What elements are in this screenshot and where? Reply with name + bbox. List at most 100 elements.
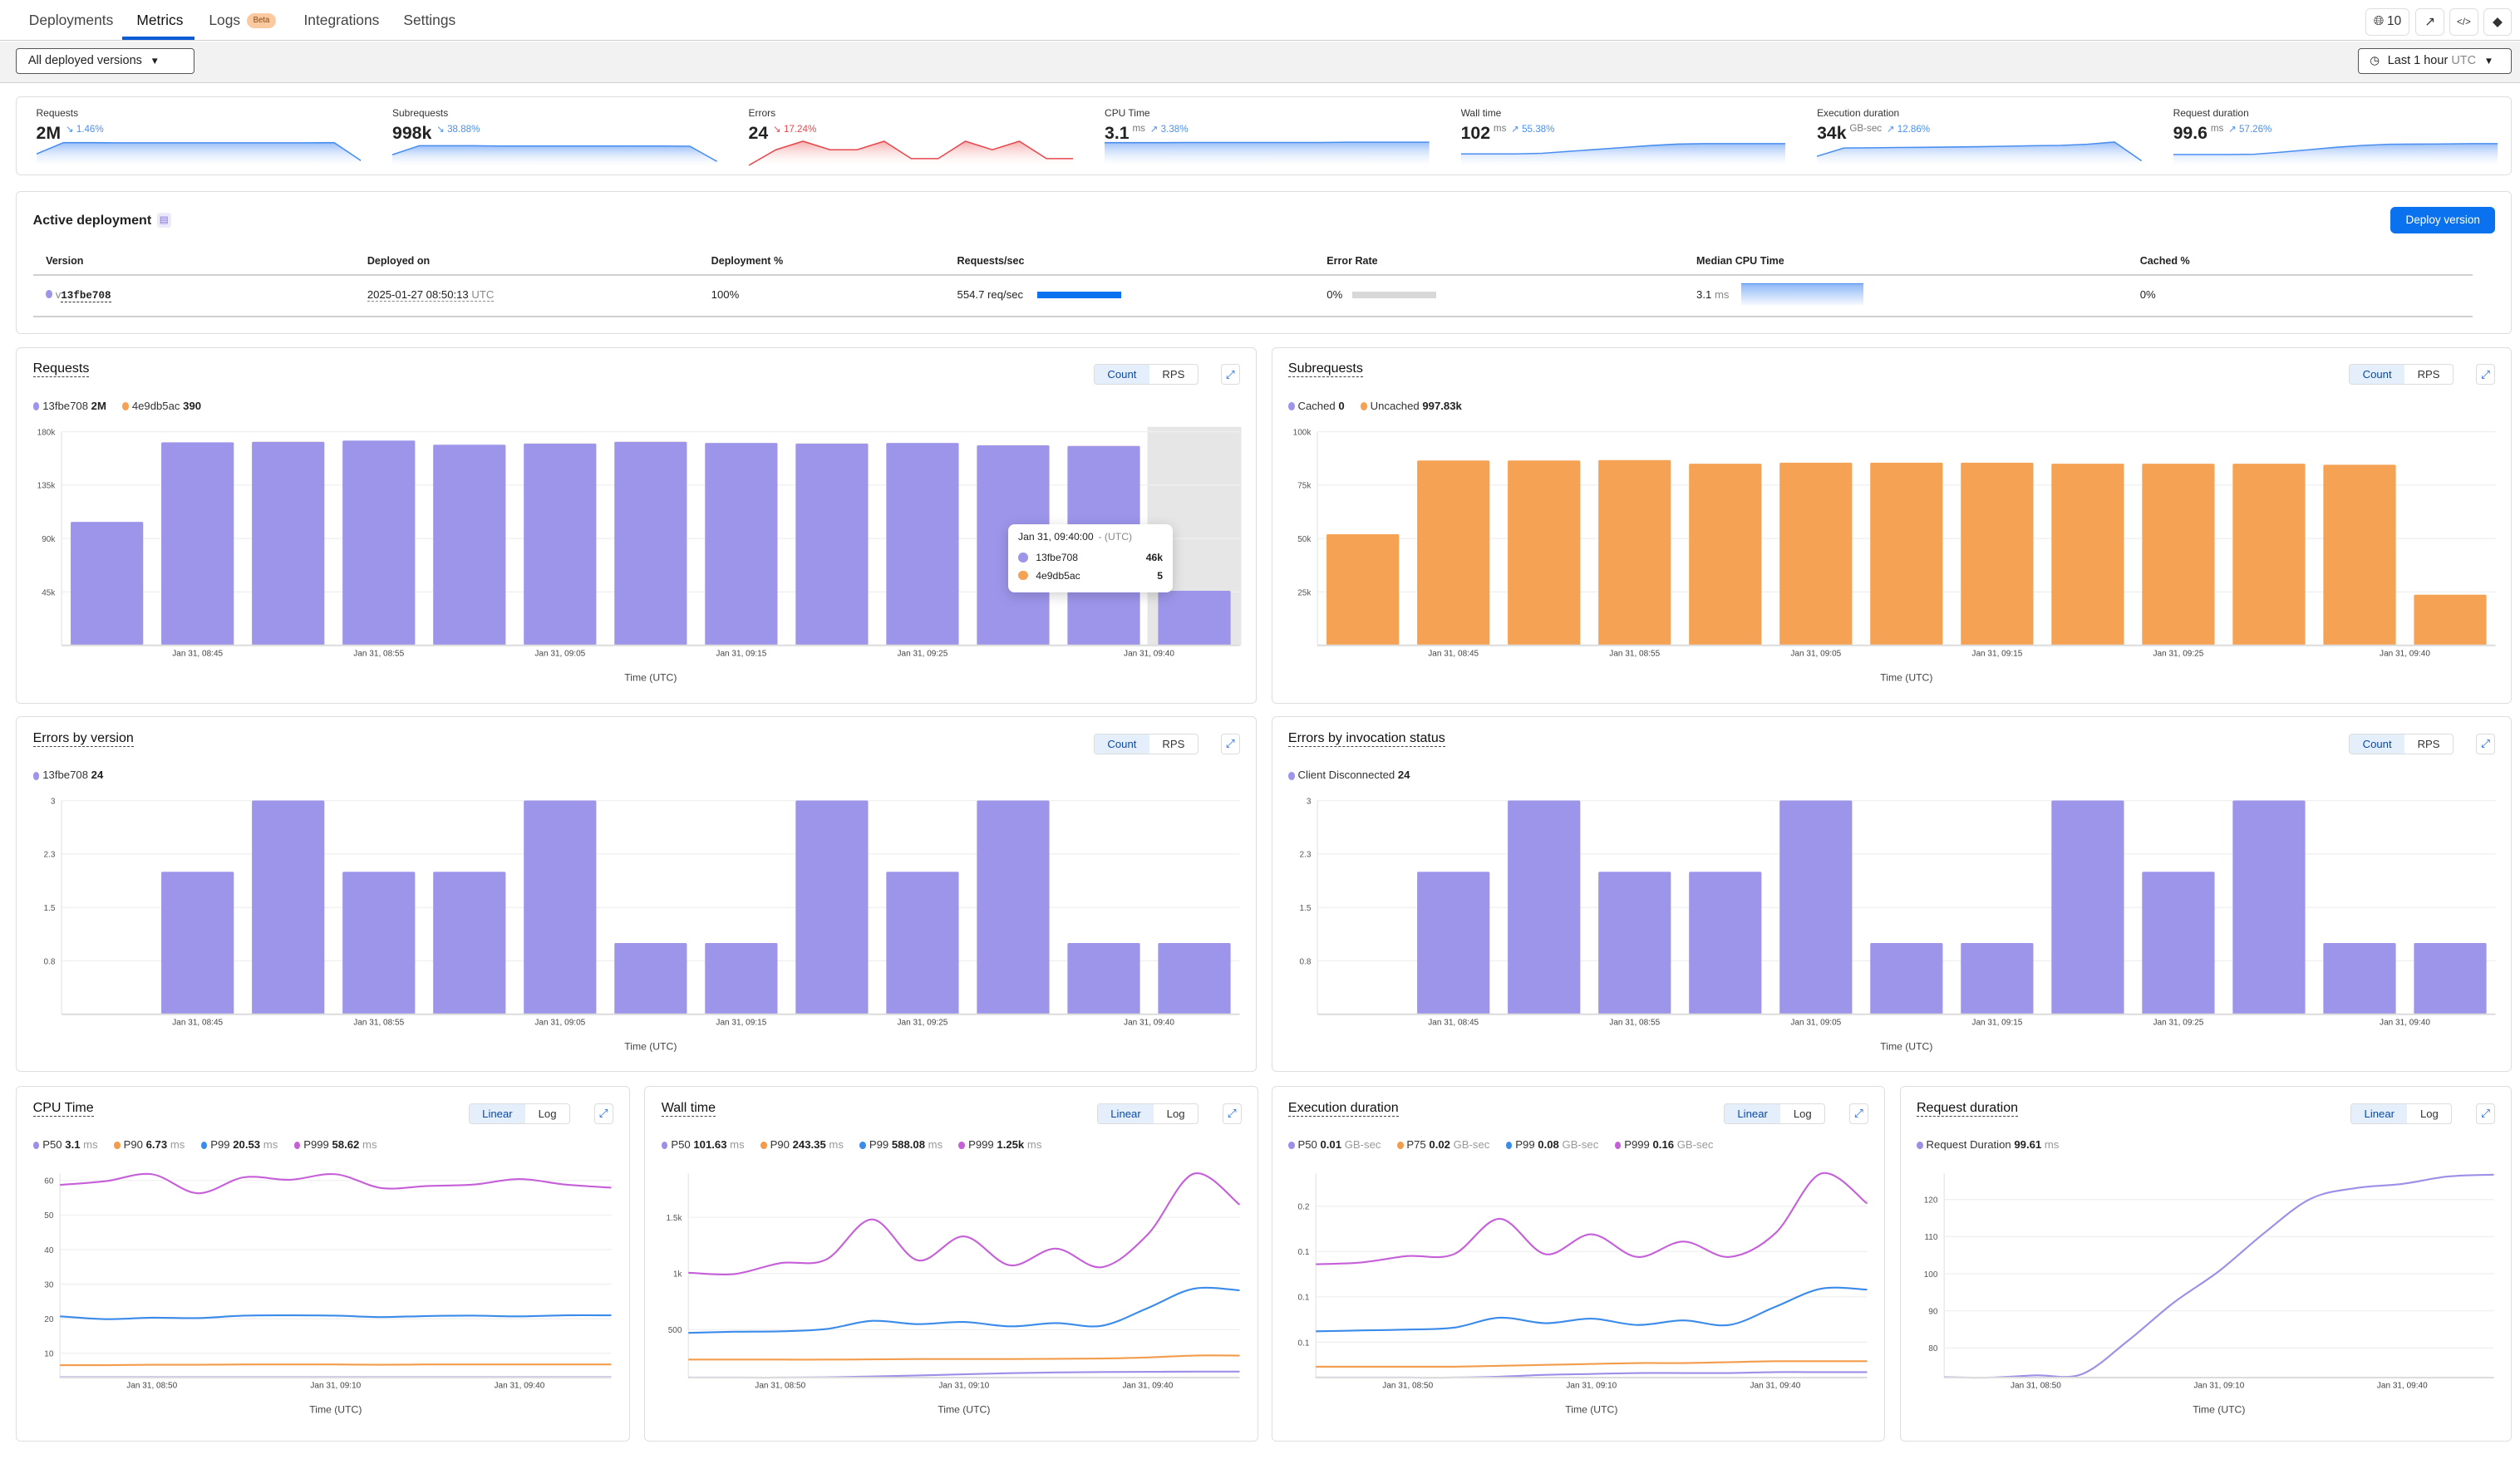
bar-uncached[interactable] bbox=[2322, 464, 2396, 646]
bar-client-disconnected[interactable] bbox=[1597, 872, 1671, 1015]
toggle-count[interactable]: Count bbox=[2350, 365, 2405, 385]
git-button[interactable]: ◆ bbox=[2483, 7, 2513, 36]
bar-13fbe708[interactable] bbox=[795, 800, 869, 1015]
bar-uncached[interactable] bbox=[1326, 533, 1399, 646]
legend-item[interactable]: P90 243.35 ms bbox=[760, 1138, 844, 1151]
bar-client-disconnected[interactable] bbox=[1779, 800, 1852, 1015]
legend-item[interactable]: Client Disconnected 24 bbox=[1287, 769, 1410, 781]
bar-uncached[interactable] bbox=[1416, 459, 1489, 646]
summary-subrequests[interactable]: Subrequests 998k ↘ 38.88% bbox=[373, 97, 728, 174]
summary-wall-time[interactable]: Wall time 102 ms ↗ 55.38% bbox=[1441, 97, 1796, 174]
toggle-log[interactable]: Log bbox=[538, 1107, 557, 1120]
chart-title[interactable]: Execution duration bbox=[1287, 1099, 1399, 1117]
expand-chart-button[interactable]: ⤢ bbox=[1220, 364, 1240, 386]
toggle-count[interactable]: Count bbox=[1094, 365, 1149, 385]
bar-13fbe708[interactable] bbox=[614, 441, 687, 646]
bar-uncached[interactable] bbox=[1779, 462, 1852, 646]
expand-chart-button[interactable]: ⤢ bbox=[1220, 733, 1240, 754]
tab-metrics[interactable]: Metrics bbox=[136, 11, 184, 28]
bar-uncached[interactable] bbox=[2232, 463, 2306, 646]
version-filter-dropdown[interactable]: All deployed versions ▼ bbox=[16, 48, 194, 74]
bar-uncached[interactable] bbox=[2413, 594, 2487, 646]
legend-item[interactable]: Request Duration 99.61 ms bbox=[1916, 1138, 2059, 1151]
legend-item[interactable]: P50 3.1 ms bbox=[32, 1138, 98, 1151]
chart-title[interactable]: Wall time bbox=[661, 1099, 716, 1117]
expand-chart-button[interactable]: ⤢ bbox=[593, 1103, 613, 1124]
toggle-count[interactable]: Count bbox=[1094, 734, 1149, 754]
bar-uncached[interactable] bbox=[1597, 459, 1671, 646]
tab-integrations[interactable]: Integrations bbox=[303, 11, 380, 28]
bar-13fbe708[interactable] bbox=[795, 443, 869, 646]
expand-chart-button[interactable]: ⤢ bbox=[2475, 364, 2496, 386]
legend-item[interactable]: 13fbe708 2M bbox=[32, 400, 106, 412]
bar-13fbe708[interactable] bbox=[705, 442, 778, 646]
bar-13fbe708[interactable] bbox=[252, 441, 325, 646]
bar-13fbe708[interactable] bbox=[1158, 590, 1231, 646]
bar-uncached[interactable] bbox=[2141, 463, 2215, 646]
legend-item[interactable]: 4e9db5ac 390 bbox=[122, 400, 201, 412]
summary-errors[interactable]: Errors 24 ↘ 17.24% bbox=[729, 97, 1084, 174]
legend-item[interactable]: Cached 0 bbox=[1287, 400, 1345, 412]
bar-13fbe708[interactable] bbox=[161, 872, 234, 1015]
bar-13fbe708[interactable] bbox=[524, 443, 597, 646]
chart-title[interactable]: Errors by invocation status bbox=[1287, 730, 1445, 747]
bar-13fbe708[interactable] bbox=[1067, 943, 1140, 1015]
toggle-log[interactable]: Log bbox=[1793, 1107, 1812, 1120]
legend-item[interactable]: P99 588.08 ms bbox=[859, 1138, 943, 1151]
versions-icon[interactable]: ▤ bbox=[156, 213, 171, 228]
summary-execution-duration[interactable]: Execution duration 34k GB-sec ↗ 12.86% bbox=[1798, 97, 2153, 174]
bar-13fbe708[interactable] bbox=[71, 521, 144, 646]
legend-item[interactable]: P999 58.62 ms bbox=[293, 1138, 377, 1151]
bar-13fbe708[interactable] bbox=[705, 943, 778, 1015]
bar-uncached[interactable] bbox=[1507, 459, 1580, 646]
bar-13fbe708[interactable] bbox=[433, 872, 506, 1015]
time-range-dropdown[interactable]: ◷ Last 1 hour UTC ▼ bbox=[2357, 48, 2513, 74]
bar-13fbe708[interactable] bbox=[342, 872, 416, 1015]
summary-cpu-time[interactable]: CPU Time 3.1 ms ↗ 3.38% bbox=[1085, 97, 1440, 174]
chart-title[interactable]: Subrequests bbox=[1287, 361, 1363, 378]
legend-item[interactable]: P999 1.25k ms bbox=[958, 1138, 1041, 1151]
bar-client-disconnected[interactable] bbox=[2050, 800, 2124, 1015]
bar-13fbe708[interactable] bbox=[614, 943, 687, 1015]
bar-client-disconnected[interactable] bbox=[1960, 943, 2034, 1015]
toggle-linear[interactable]: Linear bbox=[469, 1103, 526, 1123]
bar-13fbe708[interactable] bbox=[886, 872, 959, 1015]
bar-client-disconnected[interactable] bbox=[2232, 800, 2306, 1015]
expand-chart-button[interactable]: ⤢ bbox=[1222, 1103, 1242, 1124]
tab-deployments[interactable]: Deployments bbox=[28, 11, 114, 28]
deploy-version-button[interactable]: Deploy version bbox=[2390, 206, 2496, 234]
bar-13fbe708[interactable] bbox=[977, 800, 1050, 1015]
legend-item[interactable]: P99 20.53 ms bbox=[200, 1138, 278, 1151]
bar-uncached[interactable] bbox=[1960, 462, 2034, 646]
bar-client-disconnected[interactable] bbox=[1869, 943, 1942, 1015]
toggle-log[interactable]: Log bbox=[1166, 1107, 1185, 1120]
toggle-linear[interactable]: Linear bbox=[1097, 1103, 1154, 1123]
chart-title[interactable]: CPU Time bbox=[32, 1099, 94, 1117]
summary-requests[interactable]: Requests 2M ↘ 1.46% bbox=[17, 97, 372, 174]
legend-item[interactable]: P50 0.01 GB-sec bbox=[1287, 1138, 1381, 1151]
bar-client-disconnected[interactable] bbox=[1507, 800, 1580, 1015]
bar-13fbe708[interactable] bbox=[252, 800, 325, 1015]
legend-item[interactable]: Uncached 997.83k bbox=[1361, 400, 1462, 412]
legend-item[interactable]: P75 0.02 GB-sec bbox=[1396, 1138, 1489, 1151]
chart-title[interactable]: Request duration bbox=[1916, 1099, 2019, 1117]
tab-logs[interactable]: Logs Beta bbox=[209, 12, 277, 29]
bar-13fbe708[interactable] bbox=[886, 442, 959, 646]
tab-settings[interactable]: Settings bbox=[403, 11, 456, 28]
version-cell[interactable]: v13fbe708 bbox=[46, 288, 111, 303]
bar-client-disconnected[interactable] bbox=[2141, 872, 2215, 1015]
chart-title[interactable]: Requests bbox=[32, 361, 90, 378]
bar-13fbe708[interactable] bbox=[161, 442, 234, 646]
toggle-log[interactable]: Log bbox=[2419, 1107, 2439, 1120]
bar-13fbe708[interactable] bbox=[524, 800, 597, 1015]
toggle-linear[interactable]: Linear bbox=[1724, 1103, 1781, 1123]
bar-client-disconnected[interactable] bbox=[2322, 943, 2396, 1015]
toggle-linear[interactable]: Linear bbox=[2351, 1103, 2408, 1123]
toggle-rps[interactable]: RPS bbox=[2417, 368, 2440, 381]
bar-uncached[interactable] bbox=[2050, 463, 2124, 646]
expand-chart-button[interactable]: ⤢ bbox=[2475, 733, 2496, 754]
legend-item[interactable]: P90 6.73 ms bbox=[114, 1138, 185, 1151]
toggle-rps[interactable]: RPS bbox=[1162, 737, 1185, 750]
legend-item[interactable]: P99 0.08 GB-sec bbox=[1505, 1138, 1598, 1151]
routes-button[interactable]: 🌐︎ 10 bbox=[2365, 7, 2409, 36]
